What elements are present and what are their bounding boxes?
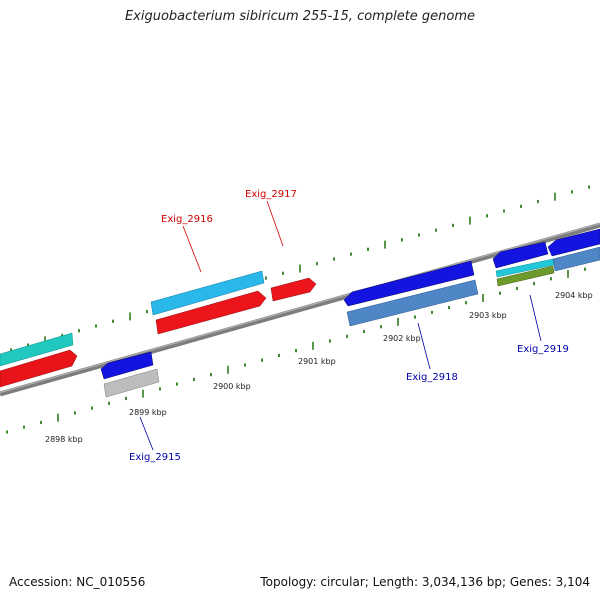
gene-arrow-cyan-left[interactable] [0,332,74,367]
gene-arrow-exig-2917[interactable] [270,277,317,302]
ruler-label: 2900 kbp [213,382,251,391]
gene-label-exig-2918[interactable]: Exig_2918 [406,372,458,383]
genome-summary-text: Topology: circular; Length: 3,034,136 bp… [260,575,590,589]
gene-labels: Exig_2916 Exig_2917 Exig_2915 Exig_2918 … [129,189,569,463]
accession-text: Accession: NC_010556 [9,575,146,589]
label-connectors [139,200,542,451]
gene-arrow-exig-2918[interactable] [343,260,475,307]
reverse-features [100,228,600,398]
connector-exig-2915 [139,416,154,451]
gene-arrow-exig-2916-cyan[interactable] [150,270,265,316]
gene-arrow-exig-2916[interactable] [155,290,267,335]
ruler-labels: 2898 kbp 2899 kbp 2900 kbp 2901 kbp 2902… [45,291,593,444]
gene-box-steel-right[interactable] [552,246,600,272]
ruler-label: 2903 kbp [469,311,507,320]
gene-arrow-exig-2915[interactable] [100,351,154,380]
backbone-highlight [0,222,600,394]
ruler-label: 2901 kbp [298,357,336,366]
inner-tick-track [6,267,586,434]
connector-exig-2918 [417,322,431,370]
map-title: Exiguobacterium sibiricum 255-15, comple… [124,9,476,24]
connector-exig-2919 [529,294,542,342]
gene-box-exig-2918[interactable] [346,279,479,327]
outer-tick-track [10,185,590,352]
gene-label-exig-2917[interactable]: Exig_2917 [245,189,297,200]
gene-arrow-exig-2919[interactable] [492,241,549,269]
gene-arrow-red-left[interactable] [0,349,78,388]
ruler-label: 2904 kbp [555,291,593,300]
gene-label-exig-2916[interactable]: Exig_2916 [161,214,213,225]
forward-features [0,270,317,388]
ruler-label: 2899 kbp [129,408,167,417]
gene-label-exig-2915[interactable]: Exig_2915 [129,452,181,463]
gene-label-exig-2919[interactable]: Exig_2919 [517,344,569,355]
gene-box-olive-right[interactable] [496,265,555,287]
ruler-label: 2902 kbp [383,334,421,343]
gene-arrow-right-edge[interactable] [547,228,600,257]
connector-exig-2917 [266,200,284,247]
connector-exig-2916 [182,225,202,273]
gene-box-exig-2915[interactable] [103,368,160,398]
ruler-label: 2898 kbp [45,435,83,444]
